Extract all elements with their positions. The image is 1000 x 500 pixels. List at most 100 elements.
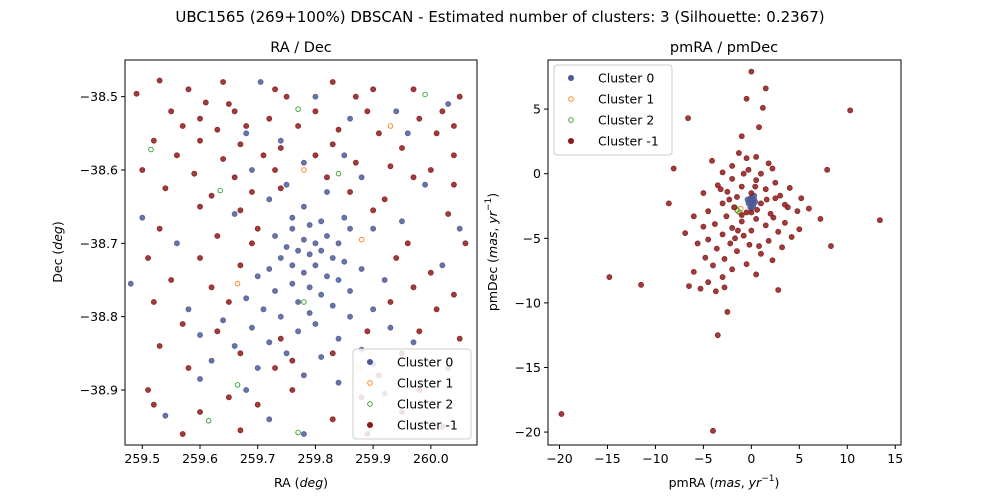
pm-point-0-12 [744,196,751,203]
pm-point-3-101 [732,235,738,242]
pm-point-3-97 [735,227,741,234]
pm-point-3-62 [694,240,701,247]
radec-point-3-18 [312,108,319,115]
pm-ytick-label-2: −5 [523,231,541,246]
pm-point-3-18 [758,170,764,177]
pm-point-3-43 [690,213,697,220]
radec-point-2-0 [148,146,154,153]
radec-point-1-2 [234,280,241,287]
radec-point-0-35 [266,266,273,272]
radec-point-3-65 [197,255,203,261]
pm-point-3-45 [877,217,883,224]
pm-ticks: −20 −15 −10 −5 0 5 10 15 5 0 −5 −10 −15 −20 [515,102,904,466]
radec-point-3-6 [370,86,377,93]
radec-point-3-51 [208,192,215,199]
radec-point-3-54 [381,196,388,203]
radec-point-3-59 [156,225,163,232]
radec-point-3-17 [266,115,273,122]
radec-point-0-3 [347,115,353,122]
pm-point-3-8 [735,150,742,156]
pm-point-3-19 [729,175,736,182]
radec-point-0-4 [243,130,250,137]
pm-point-3-79 [686,283,692,289]
radec-point-0-77 [300,431,307,437]
pm-point-3-69 [702,254,709,261]
radec-point-3-8 [456,93,463,100]
pm-point-3-33 [719,200,726,207]
pm-point-3-71 [769,257,776,264]
radec-legend-label-2: Cluster 2 [397,397,453,412]
radec-point-3-58 [445,211,452,217]
pm-point-3-25 [786,184,793,191]
radec-point-2-6 [295,429,301,436]
radec-point-3-73 [150,299,157,305]
radec-point-3-106 [249,240,255,247]
radec-point-3-97 [197,409,203,415]
radec-point-3-37 [220,156,226,162]
radec-plot-area [127,77,469,437]
radec-point-0-48 [329,302,336,309]
pm-point-3-10 [753,153,760,160]
radec-point-3-56 [237,207,244,214]
radec-point-0-8 [249,167,255,173]
radec-point-0-14 [231,211,238,217]
radec-point-3-81 [416,328,423,335]
radec-point-3-35 [451,152,457,159]
pm-point-3-102 [746,241,753,248]
radec-point-3-105 [289,357,296,364]
radec-point-0-89 [404,130,411,137]
radec-point-3-36 [174,152,180,159]
pm-xtick-label-1: −15 [594,451,620,466]
radec-ylabel: Dec (deg) [50,221,65,283]
radec-point-0-9 [358,174,365,181]
radec-point-3-46 [272,167,278,173]
pm-point-3-103 [772,195,779,202]
pm-point-3-76 [753,271,760,278]
radec-legend-label-1: Cluster 1 [397,376,453,391]
radec-point-3-62 [404,240,411,247]
radec-point-3-48 [410,174,417,181]
pm-point-3-23 [738,183,745,190]
radec-point-3-84 [237,350,244,357]
radec-point-3-2 [185,86,192,93]
radec-point-0-2 [393,108,400,115]
pm-point-3-87 [714,332,721,339]
pm-point-3-88 [558,411,565,417]
radec-xtick-label-2: 259.7 [240,451,276,466]
radec-point-3-92 [225,394,232,401]
pm-point-3-59 [705,236,712,243]
pm-point-3-5 [847,107,854,114]
pm-xtick-label-5: 5 [795,451,803,466]
radec-point-0-84 [185,306,192,313]
radec-point-3-41 [387,163,394,170]
radec-point-3-53 [347,189,353,195]
radec-ytick-label-2: −38.7 [80,236,118,251]
pm-point-3-98 [752,183,759,190]
radec-point-3-74 [225,299,232,305]
radec-point-0-29 [306,251,313,258]
pm-point-3-21 [772,179,779,186]
radec-xtick-label-1: 259.6 [182,451,218,466]
pm-xtick-label-0: −20 [546,451,572,466]
pm-point-3-93 [763,196,770,203]
pm-axes-frame [547,59,902,446]
radec-point-0-46 [243,295,250,302]
pm-point-3-31 [798,195,805,202]
radec-point-0-42 [306,284,313,291]
radec-point-3-42 [427,167,434,173]
radec-point-3-71 [410,284,417,291]
radec-point-3-9 [202,99,209,106]
pm-point-3-29 [700,190,707,196]
pm-point-3-53 [748,227,755,234]
radec-ytick-label-3: −38.8 [80,309,118,324]
radec-point-1-0 [387,123,394,129]
radec-point-3-29 [150,137,157,144]
radec-point-0-52 [277,313,284,320]
radec-point-3-43 [139,167,146,173]
pm-legend-marker-1 [568,96,574,102]
pm-point-3-51 [729,225,736,231]
radec-point-3-61 [254,225,261,232]
pm-legend-marker-2 [568,117,574,123]
pm-point-3-41 [723,213,730,220]
pm-point-3-39 [705,208,712,215]
